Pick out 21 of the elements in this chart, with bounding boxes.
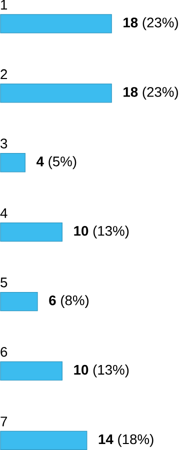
y-tick-label: 3 (0, 138, 8, 148)
data-label: 10 (13%) (74, 226, 129, 239)
bar (0, 84, 112, 103)
y-tick-label: 2 (0, 69, 8, 79)
data-label: 18 (23%) (124, 86, 178, 100)
y-tick-label: 4 (0, 208, 8, 218)
data-label: 4 (5%) (36, 156, 76, 170)
bar (0, 14, 112, 34)
data-label: 10 (13%) (74, 364, 129, 378)
y-tick-label: 1 (1, 0, 8, 10)
data-label: 14 (18%) (98, 434, 154, 447)
y-tick-label: 7 (0, 416, 8, 426)
bar (0, 292, 38, 312)
bar (0, 361, 63, 381)
bar (0, 222, 63, 242)
bar (0, 153, 26, 172)
y-tick-label: 5 (0, 278, 8, 288)
data-label: 6 (8%) (49, 295, 89, 308)
y-tick-label: 6 (0, 346, 8, 357)
data-label: 18 (23%) (124, 17, 178, 30)
bar (0, 430, 88, 450)
